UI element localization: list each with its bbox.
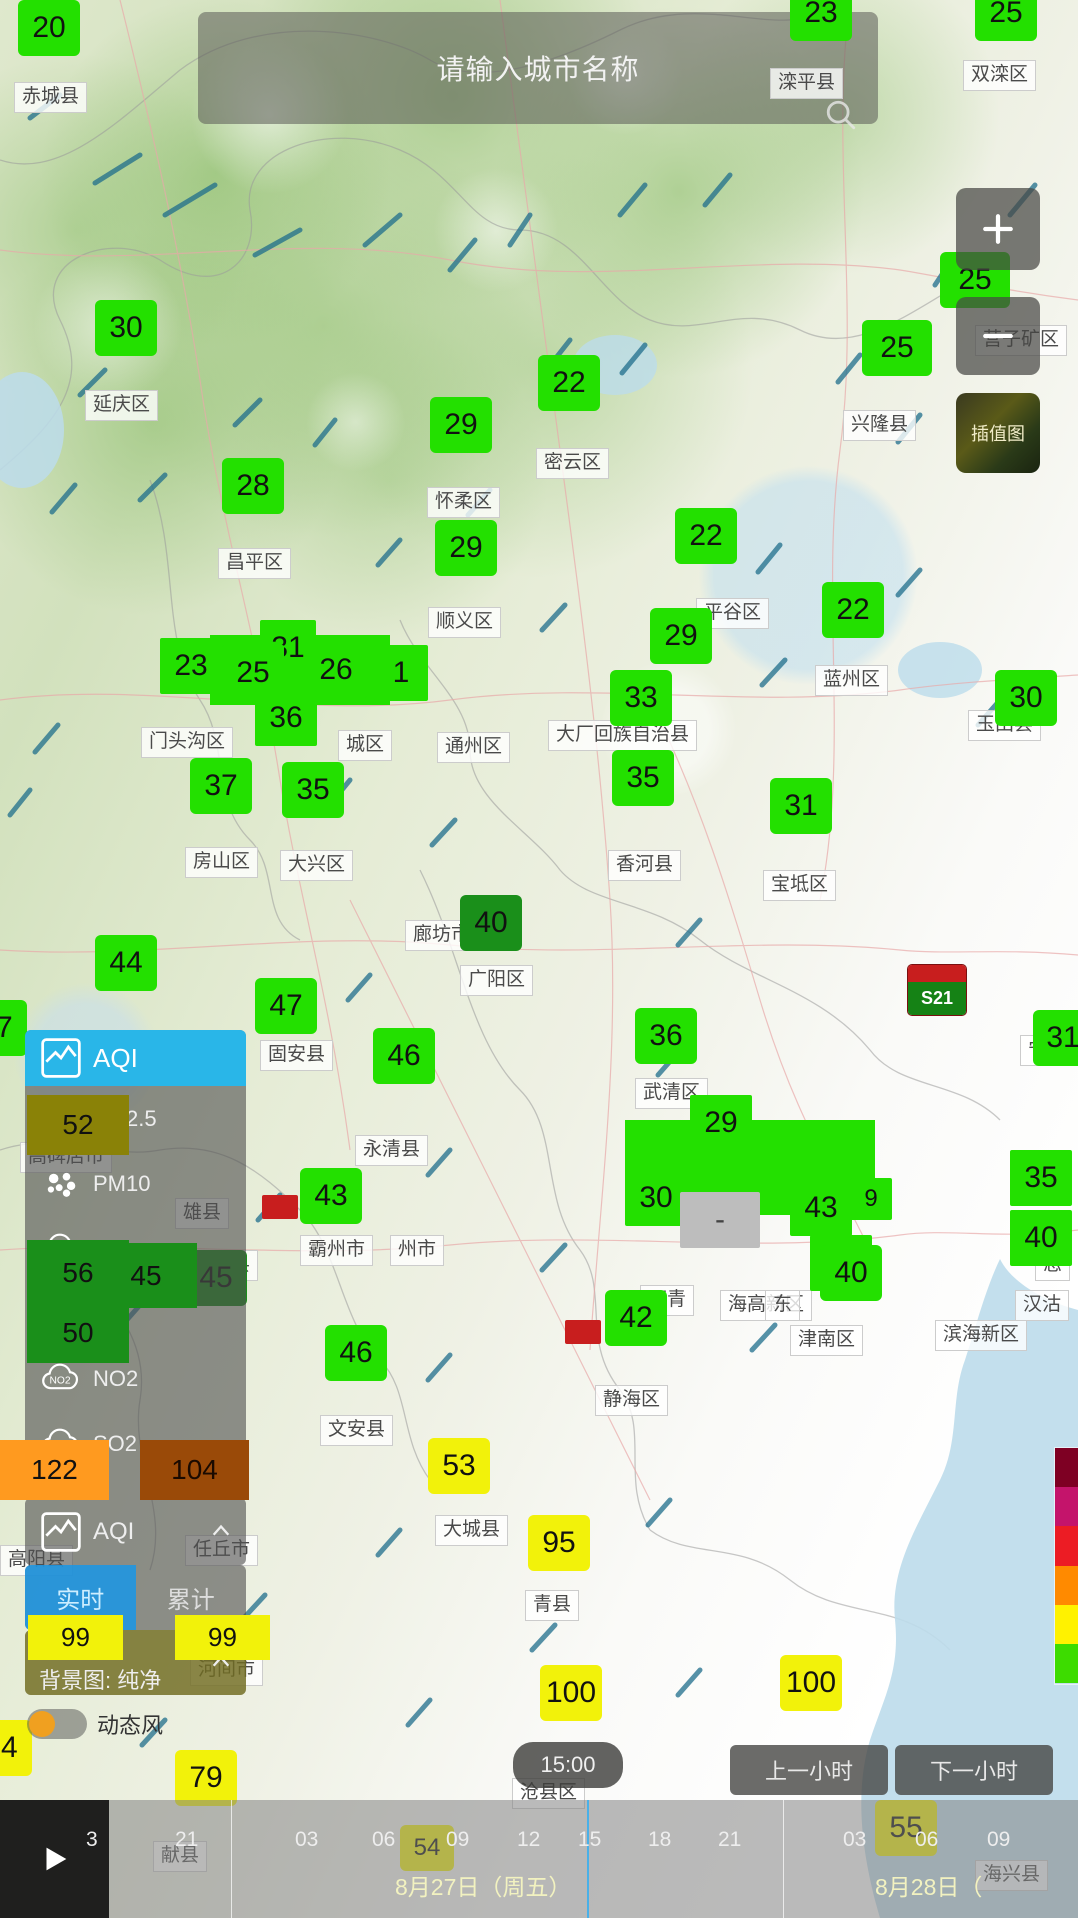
svg-text:NO2: NO2 — [50, 1375, 71, 1386]
